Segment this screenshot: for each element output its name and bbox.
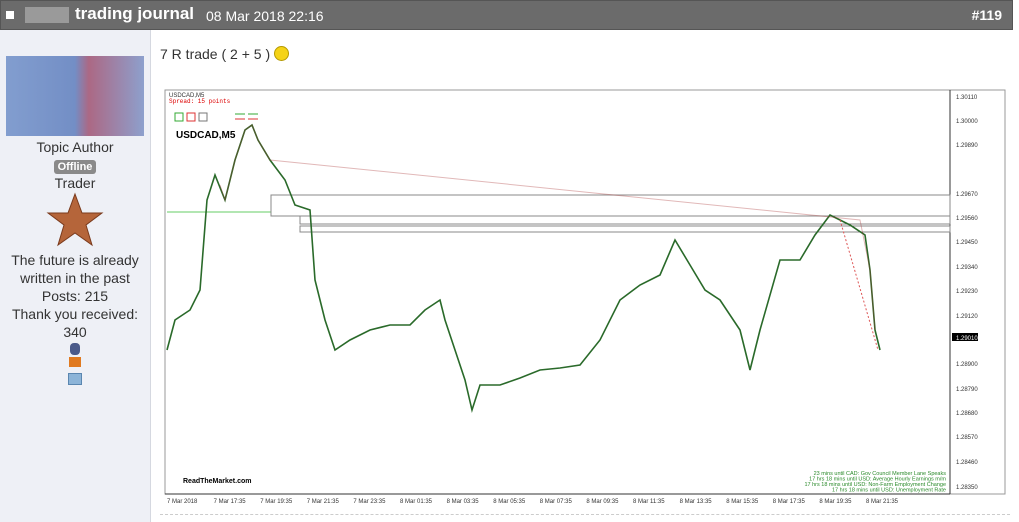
- time-label: 8 Mar 01:35: [400, 499, 433, 505]
- post-icon: [6, 11, 14, 19]
- post-text: 7 R trade ( 2 + 5 ): [160, 46, 289, 62]
- time-label: 8 Mar 17:35: [773, 499, 806, 505]
- chart-image: USDCAD,M5 Spread: 15 points USDCAD,M5 Re…: [164, 89, 1006, 505]
- signature: The future is already written in the pas…: [11, 252, 139, 286]
- author-panel: Topic Author Offline Trader The future i…: [0, 30, 151, 522]
- price-label: 1.28680: [956, 411, 978, 417]
- price-label: 1.29010: [956, 336, 978, 342]
- time-label: 8 Mar 11:35: [633, 499, 665, 505]
- projection: [839, 219, 879, 351]
- time-label: 8 Mar 09:35: [586, 499, 619, 505]
- symbol-small: USDCAD,M5: [169, 93, 205, 99]
- price-label: 1.30110: [956, 95, 978, 101]
- smiley: [274, 46, 289, 61]
- zone: [299, 215, 951, 225]
- time-label: 7 Mar 21:35: [307, 499, 340, 505]
- time-label: 8 Mar 13:35: [680, 499, 713, 505]
- spread: Spread: 15 points: [169, 98, 231, 105]
- zone: [299, 225, 951, 233]
- separator: [160, 514, 1010, 515]
- price-label: 1.29340: [956, 265, 978, 271]
- price-label: 1.29230: [956, 289, 978, 295]
- user-icon[interactable]: [70, 343, 80, 355]
- price-label: 1.28900: [956, 362, 978, 368]
- price-label: 1.28350: [956, 485, 978, 491]
- price-label: 1.29120: [956, 314, 978, 320]
- time-label: 8 Mar 15:35: [726, 499, 759, 505]
- news-line: 17 hrs 18 mins until USD: Non-Farm Emplo…: [804, 482, 946, 488]
- price-label: 1.29560: [956, 216, 978, 222]
- post-title[interactable]: trading journal: [75, 4, 194, 23]
- current-price-box: [952, 333, 978, 341]
- time-label: 8 Mar 19:35: [819, 499, 852, 505]
- post-date: 08 Mar 2018 22:16: [206, 8, 324, 24]
- symbol: USDCAD,M5: [176, 130, 236, 141]
- post-header: trading journal 08 Mar 2018 22:16 #119: [0, 0, 1013, 30]
- price-label: 1.28790: [956, 387, 978, 393]
- time-label: 7 Mar 17:35: [214, 499, 247, 505]
- post-count: Posts: 215: [41, 288, 109, 304]
- image-frame: [164, 89, 1006, 495]
- price-label: 1.30000: [956, 119, 978, 125]
- time-label: 8 Mar 03:35: [447, 499, 480, 505]
- time-label: 8 Mar 07:35: [540, 499, 573, 505]
- price-trace: [166, 123, 881, 414]
- time-label: 8 Mar 05:35: [493, 499, 526, 505]
- price-label: 1.29450: [956, 240, 978, 246]
- price-label: 1.28460: [956, 460, 978, 466]
- time-label: 7 Mar 23:35: [353, 499, 386, 505]
- thanks-count: Thank you received: 340: [11, 306, 139, 340]
- author-rank: Trader: [54, 175, 96, 191]
- news-line: 17 hrs 18 mins until USD: Unemployment R…: [832, 488, 946, 494]
- news-line: 17 hrs 18 mins until USD: Average Hourly…: [809, 477, 946, 483]
- time-label: 7 Mar 2018: [167, 499, 198, 505]
- time-label: 7 Mar 19:35: [260, 499, 293, 505]
- watermark: ReadTheMarket.com: [183, 478, 251, 485]
- news-line: 23 mins until CAD: Gov Council Member La…: [814, 471, 947, 477]
- post-number[interactable]: #119: [971, 7, 1002, 23]
- status-badge: Offline: [53, 160, 97, 174]
- author-role: Topic Author: [36, 139, 114, 155]
- avatar[interactable]: [6, 56, 144, 136]
- price-label: 1.29890: [956, 143, 978, 149]
- blurred-username: [25, 7, 69, 23]
- post-body: 7 R trade ( 2 + 5 ): [160, 46, 271, 62]
- rank-star: [46, 192, 104, 247]
- price-label: 1.29670: [956, 192, 978, 198]
- message-icon[interactable]: [68, 373, 82, 385]
- home-icon[interactable]: [69, 357, 81, 367]
- price-label: 1.28570: [956, 435, 978, 441]
- time-label: 8 Mar 21:35: [866, 499, 899, 505]
